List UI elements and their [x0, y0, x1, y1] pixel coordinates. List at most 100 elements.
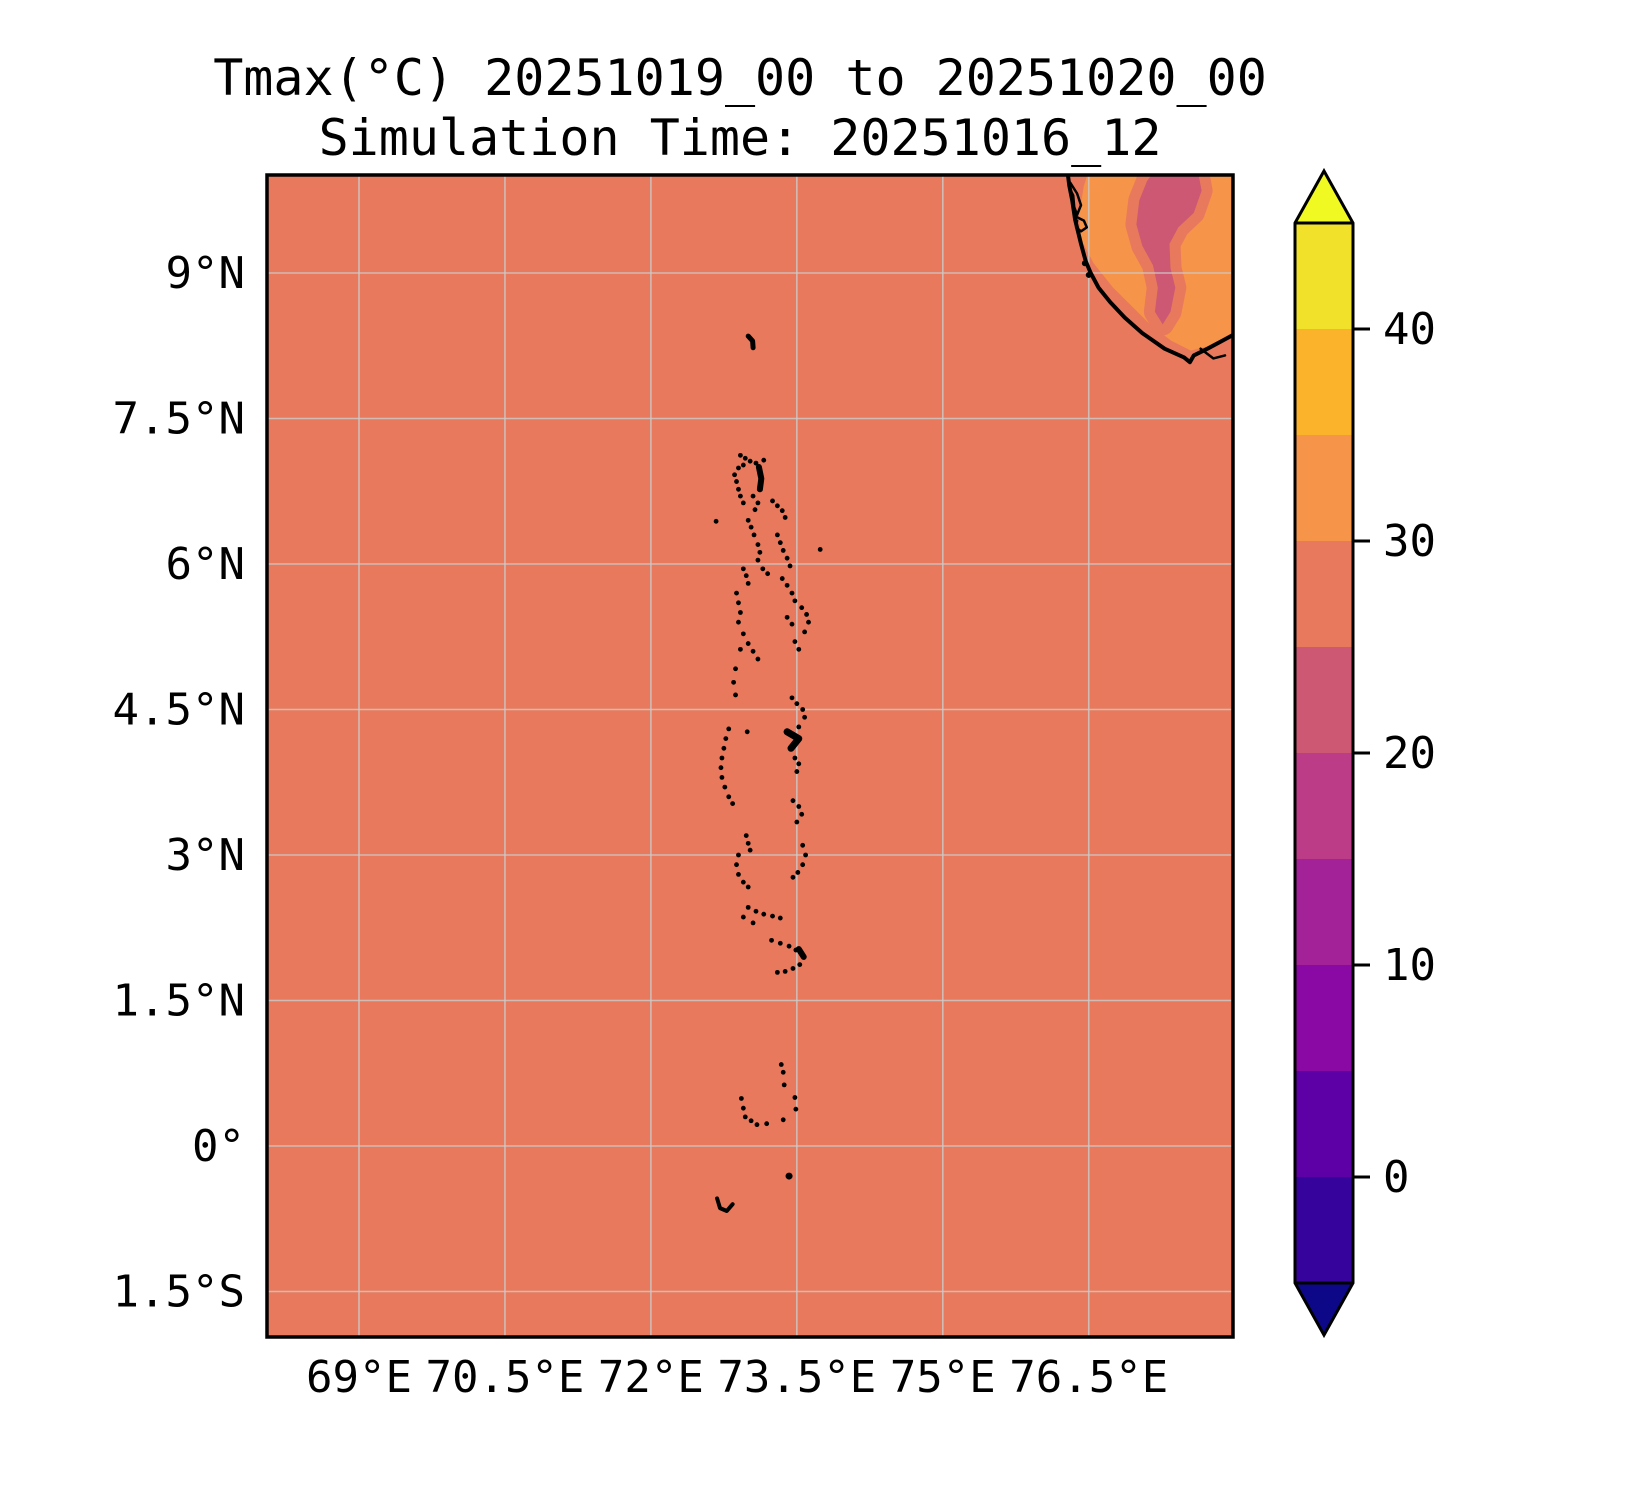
island-reef [745, 333, 756, 351]
island-dot [731, 679, 737, 685]
island-dot [781, 1082, 787, 1088]
island-dot [802, 714, 808, 720]
island-dot [777, 915, 783, 921]
island-dot [792, 598, 798, 604]
island-dot [719, 775, 725, 780]
island-dot [740, 879, 746, 885]
island-dot [755, 542, 761, 547]
island-dot [782, 969, 788, 974]
island-dot [803, 852, 809, 858]
island-dot [761, 457, 767, 463]
island-dot [755, 557, 761, 563]
island-dot [734, 862, 739, 868]
y-tick-label: 4.5°N [113, 685, 245, 736]
y-tick-label: 1.5°S [113, 1267, 245, 1318]
island-dot [750, 648, 756, 654]
island-dot [757, 549, 763, 555]
colorbar-segment [1295, 859, 1353, 965]
island-dot [753, 460, 759, 466]
colorbar-over-arrow [1295, 171, 1353, 223]
island-dot [800, 707, 806, 712]
island-dot [777, 540, 783, 546]
island-dot [743, 833, 749, 838]
colorbar-under-arrow [1295, 1283, 1353, 1335]
island-dot [774, 503, 780, 509]
island-reef [783, 728, 803, 752]
island-dot [765, 571, 771, 577]
island-dot [713, 518, 719, 524]
colorbar-segment [1295, 541, 1353, 647]
island-dot [780, 1069, 786, 1075]
island-dot [736, 465, 741, 471]
island-dot [800, 862, 806, 868]
x-tick-label: 72°E [598, 1352, 704, 1403]
island-dot [752, 507, 758, 513]
colorbar-tick-label: 40 [1383, 304, 1436, 355]
x-tick-label: 70.5°E [425, 1352, 584, 1403]
island-dot [750, 493, 756, 499]
island-dot [718, 765, 724, 771]
island-dot [799, 811, 805, 817]
island-reef [795, 946, 807, 960]
y-tick-label: 3°N [166, 830, 245, 881]
colorbar-tick-label: 0 [1383, 1152, 1410, 1203]
island-dot [792, 755, 798, 761]
y-tick-label: 0° [192, 1121, 245, 1172]
island-dot [785, 1172, 793, 1180]
island-dot [797, 962, 803, 968]
island-dot [790, 798, 796, 804]
island-dot [730, 801, 736, 806]
island-reef [755, 464, 765, 493]
island-dot [740, 1105, 746, 1111]
y-tick-label: 7.5°N [113, 394, 245, 445]
coast-islet-dot [1081, 260, 1088, 267]
colorbar-segment [1295, 647, 1353, 753]
plot-frame [265, 173, 1235, 1339]
island-dot [748, 524, 754, 530]
island-dot [738, 646, 743, 652]
island-dot [789, 695, 795, 701]
island-dot [764, 1121, 770, 1127]
island-dot [760, 566, 766, 572]
island-dot [777, 940, 783, 946]
island-dot [796, 724, 802, 730]
x-tick-label: 76.5°E [1009, 1352, 1168, 1403]
island-dot [721, 745, 727, 751]
colorbar-segment [1295, 435, 1353, 541]
island-dot [790, 874, 796, 880]
island-dot [779, 508, 785, 514]
island-dot [784, 614, 790, 620]
island-dot [761, 911, 767, 917]
x-tick-label: 73.5°E [717, 1352, 876, 1403]
island-dot [794, 769, 800, 774]
island-dot [747, 847, 753, 853]
island-dot [806, 619, 811, 625]
plot-subtitle: Simulation Time: 20251016_12 [319, 109, 1162, 167]
island-dot [817, 547, 823, 552]
island-dot [795, 870, 801, 875]
island-dot [738, 452, 743, 458]
island-dot [792, 639, 798, 644]
x-tick-label: 69°E [306, 1352, 412, 1403]
colorbar-segment [1295, 1177, 1353, 1283]
sea-fill [267, 175, 1233, 1337]
island-dot [740, 462, 746, 468]
island-dot [769, 937, 774, 943]
island-dot [743, 573, 749, 579]
x-tick-label: 75°E [890, 1352, 996, 1403]
island-dot [723, 736, 729, 741]
coast-inlet [1074, 215, 1089, 233]
colorbar-tick-label: 30 [1383, 516, 1436, 567]
island-dot [796, 646, 802, 652]
island-dot [774, 532, 780, 538]
island-dot [778, 1062, 784, 1067]
colorbar-segment [1295, 223, 1353, 329]
island-dot [796, 804, 802, 809]
island-dot [738, 1096, 744, 1101]
island-dot [780, 1117, 786, 1123]
coast-islet-dot [1085, 271, 1092, 278]
island-dot [779, 576, 785, 581]
island-dot [786, 943, 792, 949]
